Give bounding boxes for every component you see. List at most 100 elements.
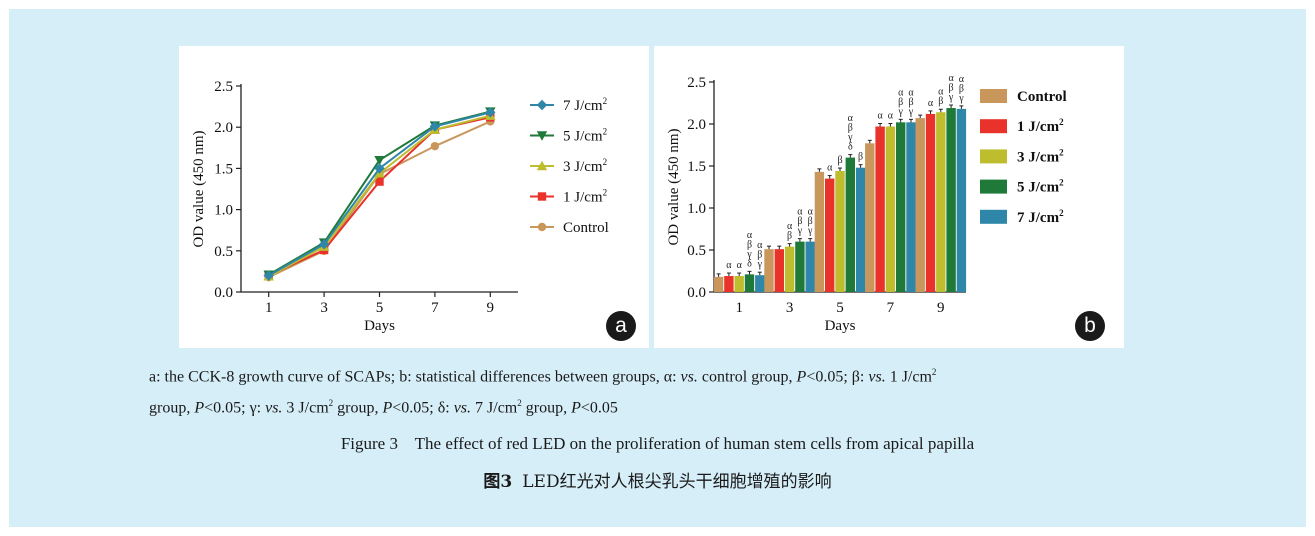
figure-frame: 0.0 0.5 1.0 1.5 2.0 2.5 OD value (450 nm) Days 1… (9, 9, 1306, 527)
legend-label: 3 J/cm2 (563, 157, 607, 175)
x-tick-label: 7 (431, 300, 439, 316)
significance-label: α (888, 111, 894, 122)
y-tick-label: 1.5 (214, 161, 233, 177)
bar (846, 158, 855, 292)
figure-number-zh: 图3 (483, 472, 512, 492)
series-line (269, 116, 491, 277)
bar (785, 247, 794, 292)
significance-label: γ (797, 226, 803, 237)
data-point (538, 223, 546, 231)
panel-a-line-chart: 0.0 0.5 1.0 1.5 2.0 2.5 OD value (450 nm) Days 1… (179, 46, 649, 348)
caption-text: <0.05 (581, 399, 618, 416)
bar (764, 249, 773, 292)
y-tick-label: 1.0 (214, 203, 233, 219)
significance-label: α (877, 111, 883, 122)
bar (775, 249, 784, 292)
caption-text: <0.05; γ: (204, 399, 265, 416)
legend-label: 7 J/cm2 (1017, 208, 1064, 226)
caption-text: 7 J/cm (471, 399, 517, 416)
legend-swatch (980, 89, 1007, 103)
caption-text: 1 J/cm (886, 368, 932, 385)
y-tick-label: 2.0 (214, 120, 233, 136)
y-tick-label: 2.0 (687, 117, 706, 133)
caption-text: P (797, 368, 807, 385)
bar (906, 122, 915, 292)
x-tick-label: 1 (735, 300, 743, 316)
x-axis-label: Days (825, 318, 856, 334)
significance-label: β (938, 96, 943, 107)
caption-text: <0.05; β: (806, 368, 868, 385)
x-tick-label: 1 (265, 300, 273, 316)
panel-b-badge: b (1075, 311, 1105, 341)
bar (755, 275, 764, 292)
series-line (269, 121, 491, 277)
significance-label: γ (958, 93, 964, 104)
caption-text: P (571, 399, 581, 416)
bar (875, 127, 884, 292)
caption-text: vs. (681, 368, 698, 385)
bar (916, 118, 925, 292)
bar-chart-svg: 0.0 0.5 1.0 1.5 2.0 2.5 OD value (450 nm) Days 1… (654, 46, 1124, 348)
bar (886, 127, 895, 292)
y-tick-label: 2.5 (214, 79, 233, 95)
x-tick-label: 5 (376, 300, 384, 316)
x-tick-label: 9 (487, 300, 495, 316)
legend-label: 5 J/cm2 (1017, 178, 1064, 196)
caption-text: P (382, 399, 392, 416)
caption-line-1: a: the CCK-8 growth curve of SCAPs; b: s… (149, 367, 936, 386)
bar (856, 168, 865, 292)
y-tick-label: 0.0 (687, 285, 706, 301)
bar (735, 276, 744, 292)
significance-label: γ (807, 226, 813, 237)
legend-label: 5 J/cm2 (563, 127, 607, 145)
significance-label: γ (757, 259, 763, 270)
bar (745, 274, 754, 292)
bar (896, 122, 905, 292)
legend-swatch (980, 149, 1007, 163)
x-tick-label: 7 (887, 300, 895, 316)
series-line (269, 117, 491, 275)
caption-text: vs. (454, 399, 471, 416)
x-tick-label: 3 (786, 300, 794, 316)
caption-superscript: 2 (932, 367, 937, 377)
x-axis-label: Days (364, 318, 395, 334)
legend-label: 7 J/cm2 (563, 96, 607, 114)
caption-text: group, (522, 399, 571, 416)
bar (724, 276, 733, 292)
legend-label: Control (1017, 89, 1067, 105)
legend-swatch (980, 210, 1007, 224)
significance-label: α (726, 260, 732, 271)
y-tick-label: 1.0 (687, 201, 706, 217)
significance-label: γ (948, 92, 954, 103)
y-tick-label: 0.5 (687, 243, 706, 259)
line-chart-svg: 0.0 0.5 1.0 1.5 2.0 2.5 OD value (450 nm) Days 1… (179, 46, 649, 348)
significance-label: β (858, 152, 863, 163)
x-tick-label: 5 (836, 300, 844, 316)
bar (714, 277, 723, 292)
data-point (538, 192, 546, 200)
y-axis-label: OD value (450 nm) (666, 128, 682, 245)
caption-text: P (194, 399, 204, 416)
legend-label: 1 J/cm2 (563, 188, 607, 206)
bar (957, 109, 966, 292)
y-tick-label: 1.5 (687, 159, 706, 175)
bar (806, 242, 815, 292)
bar (815, 172, 824, 292)
legend-swatch (980, 180, 1007, 194)
bar (835, 171, 844, 292)
y-tick-label: 2.5 (687, 75, 706, 91)
significance-label: α (827, 163, 833, 174)
caption-text: group, (333, 399, 382, 416)
panel-a-badge: a (606, 311, 636, 341)
panel-b-bar-chart: 0.0 0.5 1.0 1.5 2.0 2.5 OD value (450 nm) Days 1… (654, 46, 1124, 348)
figure-title-zh: 图3 LED红光对人根尖乳头干细胞增殖的影响 (9, 467, 1306, 492)
bar (936, 112, 945, 292)
y-tick-label: 0.5 (214, 244, 233, 260)
bar (865, 143, 874, 292)
caption-text: <0.05; δ: (392, 399, 453, 416)
significance-label: γ (908, 106, 914, 117)
legend-swatch (980, 119, 1007, 133)
legend-label: 1 J/cm2 (1017, 117, 1064, 135)
figure-title-zh-text: LED红光对人根尖乳头干细胞增殖的影响 (522, 472, 831, 492)
significance-label: β (787, 231, 792, 242)
